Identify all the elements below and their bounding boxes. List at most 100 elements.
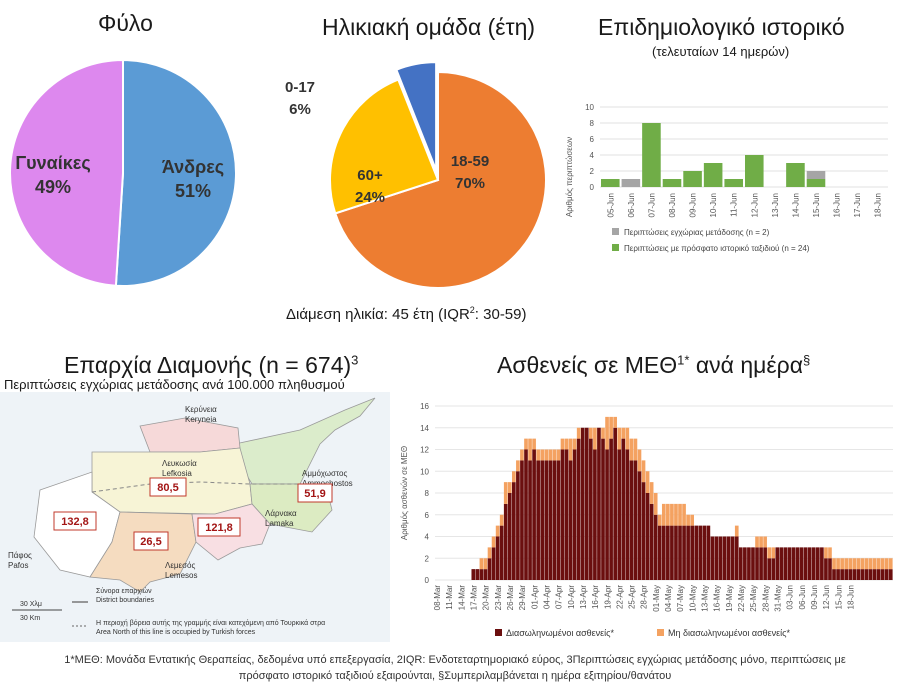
icu-bar: [576, 427, 581, 439]
epi-bar: [806, 179, 826, 187]
icu-bar: [848, 558, 853, 570]
icu-bar: [690, 525, 694, 580]
icu-bar: [613, 416, 617, 428]
icu-x-tick: 04-Apr: [542, 585, 551, 609]
icu-legend-label: Διασωληνωμένοι ασθενείς*: [506, 628, 614, 638]
icu-bar: [536, 449, 540, 461]
legend-occupation-en: Area North of this line is occupied by T…: [96, 629, 256, 636]
icu-bar: [888, 558, 893, 570]
icu-bar: [544, 449, 549, 461]
icu-bar: [661, 503, 666, 526]
icu-bar: [884, 569, 889, 580]
epi-bar: [786, 163, 805, 187]
icu-bar: [653, 493, 658, 515]
icu-bar: [856, 558, 861, 570]
icu-bar: [568, 438, 573, 461]
icu-bar: [475, 569, 480, 580]
age-pie-chart: 18-59 70% 60+ 24% 0-17 6%: [285, 62, 547, 289]
icu-y-tick: 0: [425, 576, 430, 585]
icu-x-tick: 31-May: [773, 585, 782, 612]
icu-bar: [848, 569, 853, 580]
icu-bar: [844, 569, 849, 580]
icu-bar: [661, 525, 666, 580]
icu-bar: [743, 547, 747, 580]
icu-bar: [548, 449, 553, 461]
footnote-line-2: πρόσφατο ιστορικό ταξιδιού εξαιρούνται, …: [238, 670, 672, 682]
icu-y-tick: 8: [425, 489, 430, 498]
sex-pie-chart: Άνδρες 51% Γυναίκες 49%: [9, 58, 237, 287]
icu-bar: [512, 471, 516, 483]
epi-y-tick: 2: [590, 167, 595, 176]
icu-bar: [629, 460, 634, 580]
icu-x-tick: 14-Mar: [457, 585, 466, 611]
icu-bar: [564, 449, 569, 580]
age-pie-slice-0: [334, 70, 547, 289]
epi-bar: [703, 163, 723, 187]
icu-bar: [840, 569, 844, 580]
sex-pie-label-0: Άνδρες: [162, 157, 224, 177]
age-pie-pct-2: 6%: [289, 101, 311, 118]
age-pie-label-2: 0-17: [285, 79, 315, 96]
town-lemesos-gr: Λεμεσός: [165, 561, 195, 570]
icu-bar: [625, 449, 630, 580]
icu-bar: [637, 449, 642, 472]
epi-x-tick: 08-Jun: [668, 193, 677, 217]
icu-bar: [868, 558, 873, 570]
icu-x-tick: 13-May: [701, 585, 710, 612]
icu-bar: [694, 525, 699, 580]
icu-bar: [755, 547, 759, 580]
icu-bar: [572, 449, 577, 580]
sex-pie-pct-0: 51%: [175, 181, 211, 201]
epi-x-tick: 05-Jun: [606, 193, 615, 217]
rate-label-larnaka: 121,8: [197, 517, 241, 537]
icu-bar: [775, 547, 780, 580]
icu-bar: [601, 427, 605, 439]
icu-bar: [860, 558, 865, 570]
icu-bar: [657, 525, 662, 580]
icu-bar: [520, 460, 524, 580]
icu-y-tick: 4: [425, 533, 430, 542]
epi-bar: [683, 171, 702, 187]
icu-bar: [698, 525, 703, 580]
icu-bar: [763, 547, 767, 580]
epi-legend-swatch: [612, 244, 619, 251]
icu-bar: [686, 525, 690, 580]
icu-x-tick: 01-Apr: [530, 585, 539, 609]
icu-bar: [641, 460, 646, 483]
icu-x-tick: 01-May: [652, 585, 661, 612]
sex-pie-label-1: Γυναίκες: [15, 153, 90, 173]
epi-x-tick: 16-Jun: [833, 193, 842, 217]
median-age-tail: : 30-59): [474, 306, 527, 323]
icu-bar: [880, 558, 885, 570]
age-pie-slice-2: [395, 62, 438, 171]
icu-y-axis-label: Αριθμός ασθενών σε ΜΕΘ: [400, 446, 409, 540]
rate-label-ammochostos: 51,9: [297, 483, 333, 503]
icu-bar: [771, 558, 776, 580]
icu-bar: [593, 427, 597, 450]
icu-bar: [532, 449, 536, 580]
epi-x-tick: 07-Jun: [647, 193, 656, 217]
icu-bar: [625, 427, 630, 450]
epi-y-tick: 8: [590, 119, 595, 128]
icu-bar: [633, 460, 638, 580]
median-age-sup: 2: [469, 305, 475, 315]
rate-label-pafos: 132,8: [53, 511, 97, 531]
icu-bar: [495, 536, 500, 580]
icu-x-tick: 04-May: [664, 585, 673, 612]
icu-bar: [876, 569, 881, 580]
icu-legend-label: Μη διασωληνωμένοι ασθενείς*: [668, 628, 790, 638]
icu-x-tick: 22-Apr: [615, 585, 624, 609]
icu-bar: [795, 547, 800, 580]
icu-bar: [584, 427, 589, 580]
median-age-text: Διάμεση ηλικία: 45 έτη (IQR: [286, 306, 470, 323]
icu-bar: [767, 547, 772, 559]
icu-title-sup: 1*: [677, 352, 690, 368]
icu-x-tick: 07-May: [676, 585, 685, 612]
epi-bar: [724, 179, 743, 187]
icu-bar: [787, 547, 792, 580]
icu-y-tick: 10: [420, 467, 429, 476]
icu-bar: [678, 503, 682, 526]
icu-bar: [836, 569, 840, 580]
town-pafos-en: Pafos: [8, 561, 28, 570]
epi-x-tick: 18-Jun: [874, 193, 883, 217]
